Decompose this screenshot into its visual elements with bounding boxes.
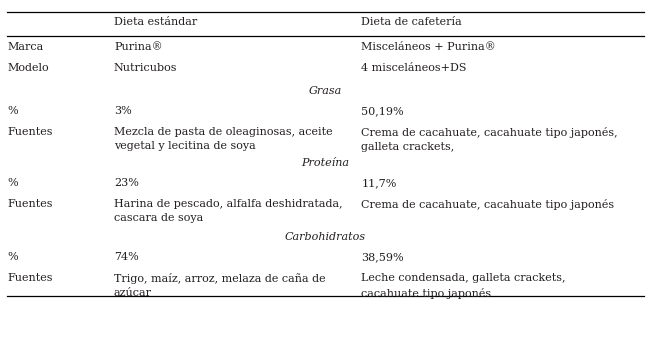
Text: 38,59%: 38,59%: [361, 252, 404, 262]
Text: Fuentes: Fuentes: [8, 127, 53, 137]
Text: Dieta estándar: Dieta estándar: [114, 17, 197, 27]
Text: Dieta de cafetería: Dieta de cafetería: [361, 17, 462, 27]
Text: 50,19%: 50,19%: [361, 106, 404, 116]
Text: %: %: [8, 178, 18, 188]
Text: Leche condensada, galleta crackets,
cacahuate tipo japonés: Leche condensada, galleta crackets, caca…: [361, 273, 566, 299]
Text: Trigo, maíz, arroz, melaza de caña de
azúcar: Trigo, maíz, arroz, melaza de caña de az…: [114, 273, 326, 299]
Text: Crema de cacahuate, cacahuate tipo japonés: Crema de cacahuate, cacahuate tipo japon…: [361, 199, 615, 210]
Text: 11,7%: 11,7%: [361, 178, 396, 188]
Text: Purina®: Purina®: [114, 42, 163, 52]
Text: 74%: 74%: [114, 252, 139, 262]
Text: Marca: Marca: [8, 42, 44, 52]
Text: Harina de pescado, alfalfa deshidratada,
cascara de soya: Harina de pescado, alfalfa deshidratada,…: [114, 199, 342, 223]
Text: Crema de cacahuate, cacahuate tipo japonés,
galleta crackets,: Crema de cacahuate, cacahuate tipo japon…: [361, 127, 618, 153]
Text: Misceláneos + Purina®: Misceláneos + Purina®: [361, 42, 496, 52]
Text: 23%: 23%: [114, 178, 139, 188]
Text: Nutricubos: Nutricubos: [114, 63, 178, 73]
Text: Carbohidratos: Carbohidratos: [285, 232, 366, 242]
Text: Mezcla de pasta de oleaginosas, aceite
vegetal y lecitina de soya: Mezcla de pasta de oleaginosas, aceite v…: [114, 127, 333, 152]
Text: %: %: [8, 252, 18, 262]
Text: Grasa: Grasa: [309, 86, 342, 96]
Text: 4 misceláneos+DS: 4 misceláneos+DS: [361, 63, 467, 73]
Text: 3%: 3%: [114, 106, 132, 116]
Text: Modelo: Modelo: [8, 63, 49, 73]
Text: Fuentes: Fuentes: [8, 199, 53, 209]
Text: Fuentes: Fuentes: [8, 273, 53, 283]
Text: Proteína: Proteína: [301, 158, 350, 168]
Text: %: %: [8, 106, 18, 116]
